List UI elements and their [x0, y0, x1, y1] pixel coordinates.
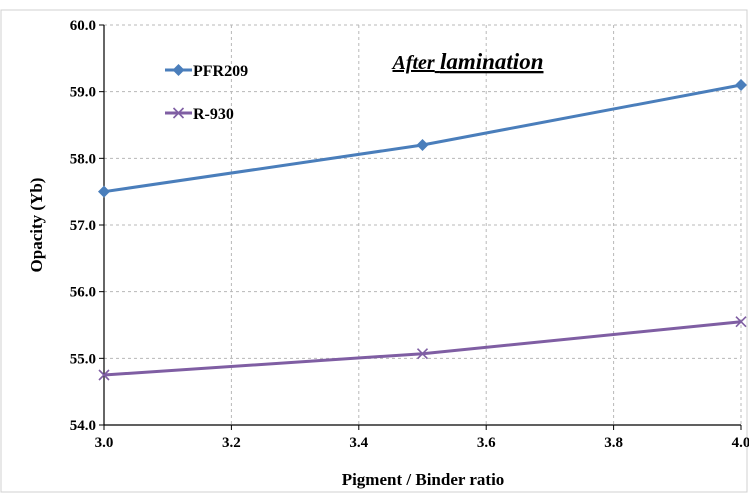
y-tick-label: 59.0	[70, 85, 96, 101]
y-tick-label: 56.0	[70, 285, 96, 301]
legend: PFR209 R-930	[165, 63, 248, 123]
series-0-point	[98, 185, 110, 198]
chart-border	[0, 9, 748, 493]
axes	[99, 24, 742, 430]
legend-label-r930: R-930	[193, 106, 234, 123]
x-tick-label: 3.4	[349, 435, 368, 451]
series-1-point	[98, 369, 110, 381]
chart-title-part-1: After	[390, 52, 434, 74]
legend-marker-r930	[172, 107, 185, 119]
legend-marker-pfr209	[172, 64, 185, 76]
grid	[104, 24, 742, 425]
x-tick-label: 3.8	[604, 435, 623, 451]
x-tick-label: 3.6	[477, 435, 496, 451]
y-tick-label: 55.0	[70, 351, 96, 367]
tick-labels: 54.0 55.0 56.0 57.0 58.0 59.0 60.0 3.0 3.2 3.4 3.6…	[70, 18, 749, 451]
chart-title: After lamination	[390, 49, 543, 74]
series-1-point	[416, 348, 429, 360]
x-tick-label: 3.2	[222, 435, 241, 451]
legend-label-pfr209: PFR209	[193, 63, 248, 80]
series	[98, 79, 747, 381]
series-0-point	[416, 139, 429, 151]
chart-title-part-2: lamination	[440, 49, 544, 74]
y-tick-label: 54.0	[70, 418, 96, 434]
y-tick-label: 57.0	[70, 218, 96, 234]
series-1-point	[735, 316, 747, 328]
y-tick-label: 58.0	[70, 151, 96, 167]
x-tick-label: 4.0	[732, 435, 749, 451]
series-0-point	[735, 79, 747, 91]
y-axis-title: Opacity (Yb)	[27, 178, 46, 273]
x-axis-title: Pigment / Binder ratio	[342, 470, 505, 489]
y-tick-label: 60.0	[70, 18, 96, 34]
x-tick-label: 3.0	[95, 435, 114, 451]
